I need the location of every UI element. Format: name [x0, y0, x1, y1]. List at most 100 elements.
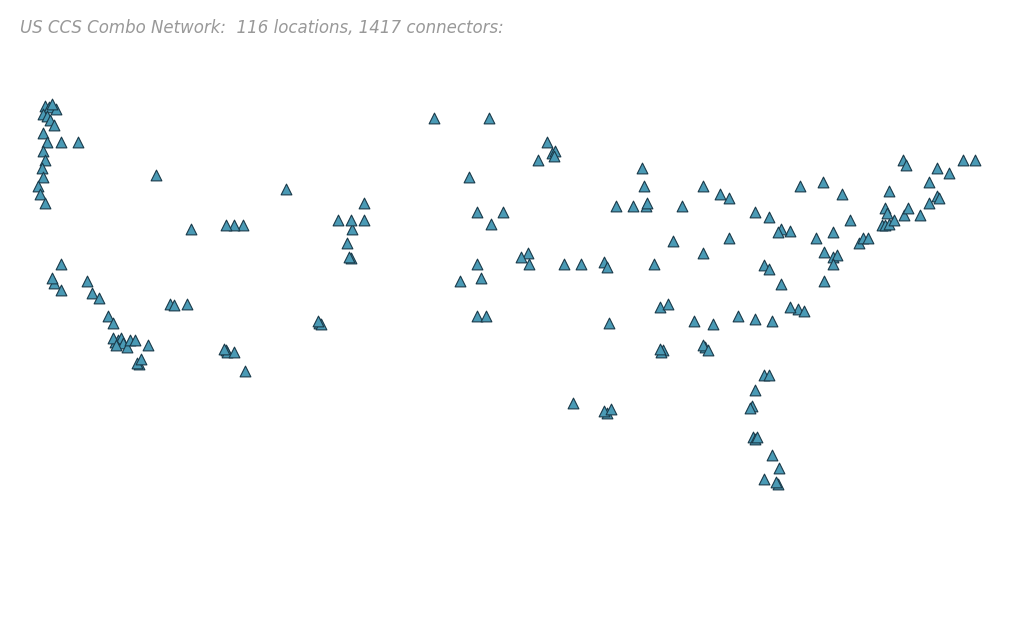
Point: [781, 226, 798, 235]
Point: [834, 189, 850, 199]
Point: [743, 401, 760, 411]
Point: [808, 232, 824, 242]
Point: [426, 113, 442, 123]
Point: [700, 346, 717, 356]
Point: [898, 159, 914, 169]
Point: [34, 163, 50, 173]
Point: [341, 252, 357, 262]
Point: [696, 342, 713, 352]
Point: [756, 474, 772, 484]
Point: [721, 232, 737, 242]
Point: [52, 285, 69, 295]
Point: [894, 155, 910, 164]
Point: [162, 298, 178, 308]
Point: [226, 347, 243, 357]
Point: [165, 300, 181, 310]
Point: [639, 198, 655, 208]
Point: [483, 219, 500, 229]
Point: [356, 216, 373, 226]
Point: [217, 221, 233, 231]
Point: [481, 113, 498, 123]
Text: US CCS Combo Network:  116 locations, 1417 connectors:: US CCS Combo Network: 116 locations, 141…: [20, 19, 504, 37]
Point: [746, 314, 763, 324]
Point: [237, 366, 253, 376]
Point: [46, 278, 62, 288]
Point: [496, 207, 512, 217]
Point: [179, 298, 196, 308]
Point: [339, 238, 355, 248]
Point: [721, 193, 737, 202]
Point: [660, 298, 677, 308]
Point: [599, 262, 615, 272]
Point: [634, 163, 650, 173]
Point: [877, 221, 893, 231]
Point: [132, 354, 148, 364]
Point: [52, 137, 69, 147]
Point: [47, 104, 63, 114]
Point: [104, 318, 121, 328]
Point: [46, 120, 62, 130]
Point: [529, 155, 546, 164]
Point: [596, 257, 612, 267]
Point: [52, 259, 69, 269]
Point: [771, 464, 787, 473]
Point: [104, 333, 121, 343]
Point: [921, 198, 937, 208]
Point: [873, 221, 890, 231]
Point: [519, 248, 536, 258]
Point: [854, 232, 870, 242]
Point: [816, 276, 833, 286]
Point: [792, 181, 808, 191]
Point: [756, 260, 772, 270]
Point: [814, 177, 830, 187]
Point: [746, 207, 763, 217]
Point: [556, 259, 572, 269]
Point: [44, 272, 60, 282]
Point: [216, 344, 232, 354]
Point: [911, 210, 928, 220]
Point: [674, 201, 690, 211]
Point: [40, 102, 56, 112]
Point: [638, 201, 654, 211]
Point: [596, 406, 612, 416]
Point: [921, 177, 937, 187]
Point: [773, 280, 790, 290]
Point: [651, 344, 668, 354]
Point: [461, 172, 477, 182]
Point: [694, 340, 711, 350]
Point: [521, 259, 538, 269]
Point: [859, 232, 876, 242]
Point: [35, 110, 51, 120]
Point: [70, 137, 86, 147]
Point: [599, 408, 615, 418]
Point: [35, 128, 51, 138]
Point: [331, 216, 347, 226]
Point: [879, 208, 895, 218]
Point: [694, 181, 711, 191]
Point: [764, 316, 780, 326]
Point: [761, 212, 777, 222]
Point: [32, 189, 48, 199]
Point: [881, 186, 897, 196]
Point: [234, 221, 251, 231]
Point: [106, 337, 123, 347]
Point: [342, 216, 358, 226]
Point: [469, 259, 485, 269]
Point: [219, 347, 236, 357]
Point: [110, 335, 126, 345]
Point: [546, 151, 562, 161]
Point: [544, 148, 560, 158]
Point: [512, 252, 528, 262]
Point: [968, 155, 984, 164]
Point: [37, 101, 53, 111]
Point: [452, 276, 468, 286]
Point: [35, 172, 51, 182]
Point: [472, 272, 488, 282]
Point: [745, 432, 762, 442]
Point: [573, 259, 590, 269]
Point: [131, 359, 147, 369]
Point: [547, 146, 563, 156]
Point: [828, 250, 845, 260]
Point: [769, 479, 785, 489]
Point: [881, 219, 897, 229]
